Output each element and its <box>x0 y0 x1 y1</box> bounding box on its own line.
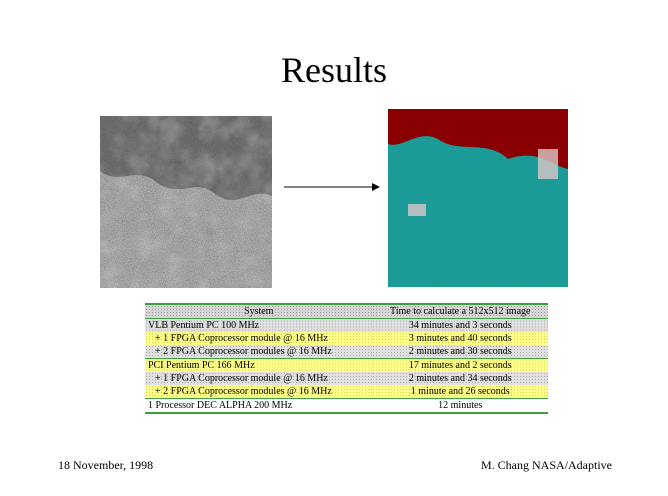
time-cell: 34 minutes and 3 seconds <box>372 318 548 332</box>
time-cell: 17 minutes and 2 seconds <box>372 358 548 372</box>
footer-date: 18 November, 1998 <box>58 458 154 472</box>
table-row: + 2 FPGA Coprocessor modules @ 16 MHz 1 … <box>145 385 548 399</box>
header-time: Time to calculate a 512x512 image <box>372 303 548 319</box>
system-cell: PCI Pentium PC 166 MHz <box>145 358 373 372</box>
table-row: + 1 FPGA Coprocessor module @ 16 MHz 3 m… <box>145 332 548 345</box>
raw-satellite-image <box>100 116 272 288</box>
classified-image <box>388 109 568 287</box>
system-cell: VLB Pentium PC 100 MHz <box>145 318 373 332</box>
system-cell: + 1 FPGA Coprocessor module @ 16 MHz <box>145 332 373 345</box>
time-cell: 3 minutes and 40 seconds <box>372 332 548 345</box>
system-cell: + 2 FPGA Coprocessor modules @ 16 MHz <box>145 385 373 399</box>
system-cell: 1 Processor DEC ALPHA 200 MHz <box>145 398 373 414</box>
table-row: + 1 FPGA Coprocessor module @ 16 MHz 2 m… <box>145 372 548 385</box>
table-row: VLB Pentium PC 100 MHz 34 minutes and 3 … <box>145 318 548 332</box>
table-row: 1 Processor DEC ALPHA 200 MHz 12 minutes <box>145 398 548 414</box>
slide-title: Results <box>280 50 387 90</box>
performance-table: System Time to calculate a 512x512 image… <box>145 303 548 414</box>
system-cell: + 2 FPGA Coprocessor modules @ 16 MHz <box>145 345 373 359</box>
table-row: + 2 FPGA Coprocessor modules @ 16 MHz 2 … <box>145 345 548 359</box>
table-row: PCI Pentium PC 166 MHz 17 minutes and 2 … <box>145 358 548 372</box>
arrow-right-icon <box>284 183 380 191</box>
time-cell: 12 minutes <box>372 398 548 414</box>
time-cell: 2 minutes and 34 seconds <box>372 372 548 385</box>
time-cell: 1 minute and 26 seconds <box>372 385 548 399</box>
system-cell: + 1 FPGA Coprocessor module @ 16 MHz <box>145 372 373 385</box>
footer-author: M. Chang NASA/Adaptive <box>481 458 612 472</box>
header-system: System <box>145 303 373 319</box>
time-cell: 2 minutes and 30 seconds <box>372 345 548 359</box>
